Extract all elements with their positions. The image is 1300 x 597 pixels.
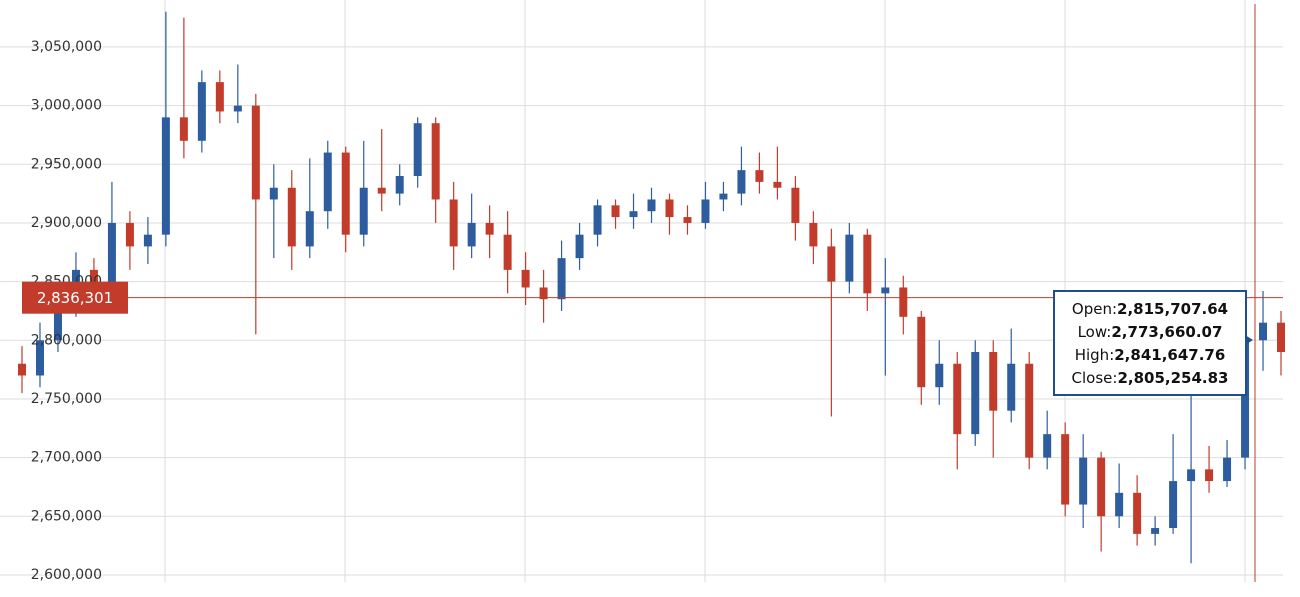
candle-body <box>341 152 350 235</box>
tooltip-label: Low: <box>1077 323 1112 341</box>
candle-body <box>557 258 566 300</box>
candle-body <box>737 170 746 194</box>
candle-body <box>18 363 26 376</box>
candle-body <box>287 187 296 247</box>
candle-body <box>971 352 980 435</box>
candle-body <box>1115 492 1124 517</box>
candle-body <box>629 211 638 218</box>
candle-body <box>917 316 926 388</box>
candle-body <box>773 181 782 188</box>
candle-body <box>719 193 728 200</box>
candle-body <box>143 234 152 247</box>
candle-body <box>197 82 206 141</box>
candle-body <box>575 234 584 259</box>
candle-body <box>665 199 674 218</box>
y-tick-label: 3,000,000 <box>31 98 102 114</box>
tooltip-row: Close:2,805,254.83 <box>1055 367 1245 390</box>
candle-body <box>1007 363 1016 411</box>
candle-body <box>233 105 242 112</box>
candle-body <box>467 222 476 247</box>
y-tick-label: 2,600,000 <box>31 567 102 583</box>
candle-body <box>1151 528 1160 534</box>
candle-body <box>683 217 692 223</box>
tooltip-value: 2,773,660.07 <box>1111 323 1223 341</box>
candle-body <box>503 234 512 270</box>
candle-body <box>647 199 656 212</box>
y-tick-label: 2,900,000 <box>31 215 102 231</box>
candle-body <box>809 222 818 247</box>
candle-body <box>1097 457 1106 517</box>
candle-body <box>1223 457 1232 482</box>
candle-body <box>161 117 170 235</box>
candle-body <box>431 123 440 200</box>
tooltip-label: Close: <box>1071 369 1118 387</box>
tooltip-value: 2,841,647.76 <box>1114 346 1226 364</box>
candle-body <box>989 352 998 411</box>
candle-body <box>755 170 764 182</box>
y-tick-label: 2,800,000 <box>31 332 102 348</box>
candle-body <box>881 287 890 294</box>
candle-body <box>827 246 836 282</box>
tooltip-row: Open:2,815,707.64 <box>1055 298 1245 321</box>
candle-body <box>107 222 116 294</box>
candle-body <box>1169 481 1178 529</box>
candle-body <box>179 117 188 141</box>
candle-body <box>791 187 800 223</box>
crosshair-label-box <box>22 281 128 314</box>
candle-body <box>359 187 368 235</box>
candle-body <box>485 222 494 235</box>
candle-body <box>1133 492 1142 534</box>
candle-body <box>953 363 962 435</box>
tooltip: Open:2,815,707.64 Low:2,773,660.07 High:2,… <box>1053 290 1247 396</box>
candle-body <box>1061 434 1070 505</box>
y-tick-label: 2,650,000 <box>31 508 102 524</box>
candle-body <box>845 234 854 282</box>
candle-body <box>701 199 710 223</box>
candle-body <box>1025 363 1034 458</box>
tooltip-label: Open: <box>1071 300 1118 318</box>
candle-body <box>593 205 602 235</box>
candle-body <box>1277 322 1286 353</box>
candle-body <box>413 123 422 177</box>
candle-body <box>1043 434 1052 458</box>
candle-body <box>899 287 908 317</box>
candle-body <box>269 187 278 200</box>
y-tick-label: 3,050,000 <box>31 39 102 55</box>
candle-body <box>1079 457 1088 505</box>
y-tick-label: 2,700,000 <box>31 450 102 466</box>
y-tick-label: 2,750,000 <box>31 391 102 407</box>
candle-body <box>53 305 62 341</box>
candle-body <box>863 234 872 294</box>
tooltip-value: 2,805,254.83 <box>1117 369 1229 387</box>
tooltip-row: High:2,841,647.76 <box>1055 344 1245 367</box>
tooltip-label: High: <box>1074 346 1115 364</box>
candle-body <box>449 199 458 247</box>
candle-body <box>323 152 332 212</box>
candle-body <box>377 187 386 194</box>
y-tick-label: 2,950,000 <box>31 156 102 172</box>
tooltip-row: Low:2,773,660.07 <box>1055 321 1245 344</box>
candle-body <box>611 205 620 218</box>
candle-body <box>539 287 548 300</box>
candle-body <box>35 340 44 376</box>
candle-body <box>125 222 134 247</box>
candle-body <box>305 211 314 247</box>
crosshair-label: 2,836,301 <box>37 289 113 307</box>
candle-body <box>1259 322 1268 341</box>
candle-body <box>521 269 530 288</box>
candle-body <box>89 269 98 294</box>
candle-body <box>1241 340 1250 458</box>
tooltip-pointer <box>1245 335 1253 345</box>
candle-body <box>215 82 224 112</box>
candle-body <box>395 176 404 194</box>
candle-body <box>1187 469 1196 482</box>
candle-body <box>935 363 944 388</box>
tooltip-value: 2,815,707.64 <box>1117 300 1229 318</box>
candle-body <box>251 105 260 200</box>
candle-body <box>1205 469 1214 482</box>
